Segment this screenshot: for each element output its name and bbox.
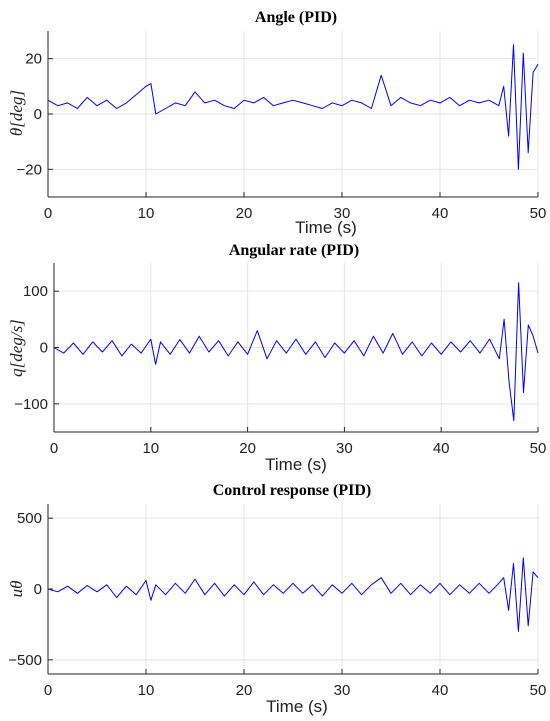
- x-tick-label: 40: [432, 682, 449, 699]
- y-tick-label: 0: [40, 340, 48, 357]
- x-tick-label: 50: [530, 440, 547, 457]
- chart-title: Angle (PID): [255, 9, 337, 26]
- x-tick-label: 20: [239, 440, 256, 457]
- x-tick-label: 0: [44, 205, 52, 222]
- x-tick-label: 40: [433, 440, 450, 457]
- plot-area: 0 10 20 30 40 50 −100 0 100: [14, 263, 546, 457]
- x-tick-label: 30: [334, 682, 351, 699]
- chart-control-response: Control response (PID) 0 10 20 30 40 50−50005…: [7, 482, 546, 716]
- x-tick-label: 50: [530, 682, 547, 699]
- chart-title: Control response (PID): [213, 482, 372, 499]
- y-tick-label: −500: [8, 652, 42, 669]
- x-axis-label: Time (s): [265, 455, 327, 474]
- plot-area: 0 10 20 30 40 50 −20 0 20: [17, 31, 547, 222]
- y-tick-label: −100: [14, 396, 48, 413]
- x-tick-label: 10: [142, 440, 159, 457]
- x-tick-label: 30: [334, 205, 351, 222]
- x-tick-label: 0: [44, 682, 52, 699]
- x-tick-label: 40: [432, 205, 449, 222]
- y-axis-label: uθ: [7, 581, 26, 598]
- x-axis-label: Time (s): [266, 697, 328, 716]
- x-tick-label: 30: [336, 440, 353, 457]
- y-tick-label: −20: [17, 161, 42, 178]
- y-axis-label: q[deg/s]: [7, 319, 26, 377]
- chart-angle: Angle (PID) 0 10 20 30 40 50 −20 0 20 Time (s) θ…: [7, 9, 546, 237]
- data-series-line: [47, 557, 539, 632]
- x-tick-label: 20: [236, 682, 253, 699]
- chart-title: Angular rate (PID): [229, 242, 359, 259]
- chart-angular-rate: Angular rate (PID) 0 10 20 30 40 50 −100 0 100 T…: [7, 242, 546, 474]
- data-series-line: [53, 282, 539, 422]
- y-tick-label: 20: [25, 51, 42, 68]
- y-tick-label: 100: [23, 283, 48, 300]
- y-tick-label: 0: [34, 106, 42, 123]
- x-tick-label: 20: [236, 205, 253, 222]
- x-tick-label: 50: [530, 205, 547, 222]
- y-tick-label: 0: [34, 581, 42, 598]
- y-axis-label: θ[deg]: [7, 90, 26, 136]
- x-tick-label: 10: [138, 205, 155, 222]
- y-tick-label: 500: [17, 510, 42, 527]
- data-series-line: [47, 44, 539, 170]
- x-tick-label: 0: [50, 440, 58, 457]
- x-tick-label: 10: [138, 682, 155, 699]
- x-axis-label: Time (s): [295, 218, 357, 237]
